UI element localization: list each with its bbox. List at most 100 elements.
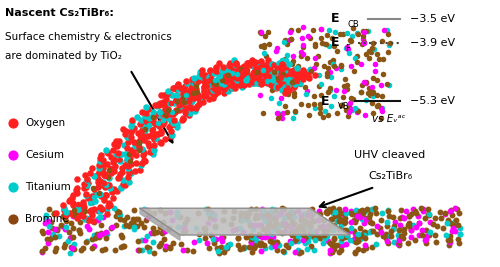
Point (138, 128, 145, 132)
Point (158, 117, 166, 122)
Point (194, 211, 202, 215)
Point (338, 234, 345, 238)
Point (200, 84, 208, 89)
Point (164, 116, 172, 121)
Point (136, 122, 143, 126)
Point (234, 78, 241, 83)
Point (322, 42, 330, 46)
Point (108, 190, 116, 194)
Point (272, 77, 280, 81)
Point (264, 62, 272, 66)
Point (262, 54, 270, 58)
Point (310, 248, 318, 252)
Point (202, 241, 210, 245)
Point (250, 239, 258, 243)
Point (337, 67, 345, 71)
Point (304, 34, 312, 38)
Point (306, 214, 314, 218)
Point (158, 231, 166, 235)
Point (418, 233, 426, 237)
Point (296, 50, 304, 54)
Point (220, 82, 228, 87)
Point (266, 68, 274, 73)
Point (88, 237, 96, 241)
Text: Cesium: Cesium (25, 150, 64, 160)
Point (132, 217, 140, 221)
Point (96, 233, 104, 238)
Point (409, 223, 417, 227)
Point (244, 78, 252, 82)
Point (174, 108, 182, 112)
Point (145, 211, 153, 215)
Point (188, 99, 196, 104)
Point (260, 235, 268, 239)
Point (218, 234, 226, 239)
Point (194, 93, 202, 97)
Point (87, 200, 95, 204)
Point (69, 202, 77, 207)
Point (241, 215, 249, 220)
Point (282, 64, 290, 68)
Point (140, 137, 148, 141)
Point (264, 66, 272, 70)
Point (198, 71, 206, 76)
Point (72, 191, 80, 195)
Point (110, 169, 118, 174)
Point (335, 227, 343, 231)
Point (281, 78, 289, 83)
Point (356, 215, 364, 219)
Point (140, 132, 148, 136)
Point (330, 64, 338, 68)
Point (240, 246, 248, 251)
Point (256, 73, 264, 77)
Point (140, 158, 148, 163)
Point (342, 46, 349, 50)
Point (142, 118, 150, 122)
Point (228, 66, 236, 70)
Point (268, 83, 276, 88)
Point (368, 85, 376, 89)
Point (52, 211, 60, 215)
Point (348, 96, 356, 101)
Point (358, 208, 366, 213)
Point (160, 118, 168, 122)
Point (101, 185, 109, 189)
Point (179, 92, 187, 96)
Point (192, 106, 200, 110)
Point (306, 223, 314, 228)
Point (128, 130, 136, 135)
Point (88, 246, 96, 250)
Point (353, 214, 361, 219)
Point (332, 210, 340, 214)
Point (163, 109, 171, 113)
Point (394, 233, 402, 238)
Point (84, 196, 92, 200)
Point (124, 180, 132, 184)
Point (128, 151, 136, 155)
Point (323, 209, 331, 213)
Point (68, 246, 76, 250)
Point (252, 237, 260, 242)
Point (111, 156, 119, 160)
Point (66, 211, 74, 215)
Point (424, 213, 432, 217)
Point (221, 67, 229, 71)
Point (128, 120, 136, 124)
Point (290, 91, 298, 95)
Point (278, 75, 285, 79)
Point (444, 238, 452, 242)
Point (334, 219, 342, 223)
Point (275, 113, 283, 117)
Point (95, 170, 103, 174)
Point (396, 215, 404, 220)
Point (234, 68, 242, 72)
Point (432, 233, 440, 237)
Point (228, 73, 235, 77)
Point (292, 72, 300, 76)
Point (196, 77, 204, 81)
Point (162, 104, 170, 108)
Point (367, 229, 375, 233)
Point (205, 97, 213, 101)
Point (366, 49, 374, 53)
Point (248, 80, 256, 84)
